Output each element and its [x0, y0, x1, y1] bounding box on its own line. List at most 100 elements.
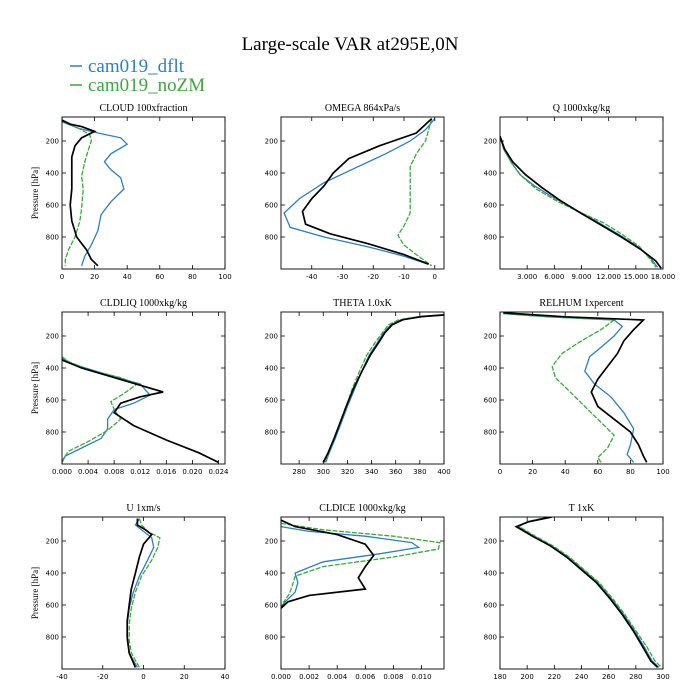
y-tick-label: 200 — [46, 538, 59, 546]
panel-title: T 1xK — [569, 503, 595, 514]
y-tick-label: 800 — [265, 234, 278, 242]
y-tick-label: 400 — [484, 365, 497, 373]
figure-title: Large-scale VAR at295E,0N — [242, 34, 459, 55]
x-tick-label: 9.000 — [571, 273, 591, 281]
x-tick-label: 0.020 — [182, 468, 202, 476]
panel-6: U 1xm/s -40 -20 0 20 40 200 400 600 800 Pressure [… — [30, 503, 229, 681]
series-line-cam019_dflt — [283, 118, 436, 265]
x-tick-label: 240 — [575, 673, 588, 681]
x-tick-label: 380 — [413, 468, 426, 476]
series-line-cam019_dflt — [325, 314, 444, 463]
x-tick-label: 300 — [656, 673, 669, 681]
series-line-control — [503, 312, 648, 463]
x-tick-label: 0.006 — [355, 673, 376, 681]
plot-frame — [280, 116, 445, 270]
x-tick-label: 220 — [548, 673, 561, 681]
y-tick-label: 400 — [484, 170, 497, 178]
x-tick-label: 20 — [90, 273, 99, 281]
y-tick-label: 800 — [484, 234, 497, 242]
series-line-cam019_dflt — [62, 121, 129, 267]
series-line-control — [301, 117, 433, 265]
legend-label-0: cam019_dflt — [88, 56, 185, 77]
x-tick-label: 0.008 — [383, 673, 403, 681]
y-tick-label: 200 — [484, 138, 497, 146]
y-tick-label: 600 — [46, 397, 59, 405]
x-tick-label: 12.000 — [596, 273, 621, 281]
x-tick-label: 20 — [180, 673, 189, 681]
x-tick-label: -10 — [398, 273, 409, 281]
plot-frame — [499, 516, 664, 670]
panel-1: OMEGA 864xPa/s -40 -30 -20 -10 0 200 400 600 800 — [265, 103, 445, 281]
x-tick-label: 0.016 — [156, 468, 177, 476]
x-tick-label: 200 — [520, 673, 533, 681]
panel-title: RELHUM 1xpercent — [539, 298, 623, 309]
x-tick-label: 6.000 — [544, 273, 564, 281]
y-tick-label: 800 — [265, 429, 278, 437]
x-tick-label: 400 — [437, 468, 450, 476]
y-tick-label: 600 — [265, 602, 278, 610]
panel-title: CLOUD 100xfraction — [99, 103, 187, 114]
series-line-cam019_noZM — [128, 518, 161, 668]
x-tick-label: -20 — [97, 673, 108, 681]
series-line-cam019_noZM — [517, 517, 663, 668]
x-tick-label: 260 — [602, 673, 615, 681]
panel-title: OMEGA 864xPa/s — [325, 103, 400, 114]
panel-8: T 1xK 180 200 220 240 260 280 300 200 400 600 800 — [484, 503, 670, 681]
x-tick-label: 40 — [123, 273, 132, 281]
panel-4: THETA 1.0xK 280 300 320 340 360 380 400 200 400 60… — [265, 298, 451, 476]
x-tick-label: -30 — [337, 273, 348, 281]
y-tick-label: 200 — [46, 333, 59, 341]
x-tick-label: 60 — [593, 468, 602, 476]
x-tick-label: 0.004 — [327, 673, 348, 681]
x-tick-label: 18.000 — [651, 273, 676, 281]
x-tick-label: 180 — [493, 673, 506, 681]
plot-frame — [61, 311, 226, 465]
x-tick-label: 100 — [656, 468, 669, 476]
legend-label-1: cam019_noZM — [88, 75, 205, 96]
x-tick-label: 40 — [561, 468, 570, 476]
series-line-cam019_noZM — [281, 522, 441, 609]
x-tick-label: -20 — [368, 273, 379, 281]
x-tick-label: 0 — [60, 273, 64, 281]
y-tick-label: 400 — [46, 365, 59, 373]
series-line-cam019_dflt — [281, 525, 421, 609]
y-tick-label: 600 — [484, 202, 497, 210]
y-tick-label: 600 — [484, 602, 497, 610]
y-tick-label: 600 — [484, 397, 497, 405]
y-tick-label: 400 — [46, 570, 59, 578]
series-line-cam019_noZM — [397, 118, 433, 267]
series-line-cam019_noZM — [323, 314, 444, 463]
plot-frame — [499, 311, 664, 465]
x-tick-label: 280 — [292, 468, 305, 476]
panel-2: Q 1000xkg/kg 3.000 6.000 9.000 12.000 15.000 1… — [484, 103, 676, 281]
series-line-control — [281, 519, 375, 609]
x-tick-label: 340 — [365, 468, 378, 476]
panel-3: CLDLIQ 1000xkg/kg 0.000 0.004 0.008 0.012 0.0… — [30, 298, 229, 476]
y-tick-label: 800 — [46, 634, 59, 642]
x-tick-label: 80 — [188, 273, 197, 281]
y-tick-label: 800 — [46, 429, 59, 437]
x-tick-label: 0 — [498, 468, 502, 476]
series-line-control — [514, 517, 659, 669]
plot-frame — [61, 516, 226, 670]
x-tick-label: 320 — [341, 468, 354, 476]
x-tick-label: 80 — [626, 468, 635, 476]
y-tick-label: 800 — [484, 634, 497, 642]
plot-frame — [61, 116, 226, 270]
y-tick-label: 800 — [46, 234, 59, 242]
y-tick-label: 400 — [46, 170, 59, 178]
x-tick-label: 0.000 — [52, 468, 72, 476]
y-tick-label: 600 — [46, 602, 59, 610]
series-line-control — [126, 518, 153, 668]
x-tick-label: 0 — [141, 673, 145, 681]
y-tick-label: 200 — [46, 138, 59, 146]
panel-title: CLDLIQ 1000xkg/kg — [100, 298, 187, 309]
series-line-cam019_noZM — [503, 312, 616, 463]
y-tick-label: 200 — [484, 538, 497, 546]
x-tick-label: 360 — [389, 468, 402, 476]
x-tick-label: 0.000 — [271, 673, 291, 681]
x-tick-label: 0.024 — [208, 468, 229, 476]
y-axis-label: Pressure [hPa] — [30, 362, 40, 414]
